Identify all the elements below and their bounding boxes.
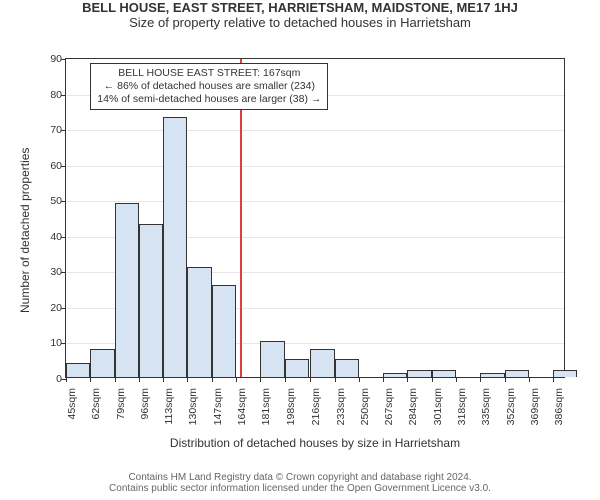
x-tick-label: 96sqm [139, 384, 151, 420]
histogram-bar [187, 267, 211, 377]
histogram-bar [163, 117, 187, 377]
y-axis-label: Number of detached properties [18, 148, 32, 313]
histogram-bar [480, 373, 504, 377]
annotation-line: ← 86% of detached houses are smaller (23… [97, 80, 321, 93]
x-tick-label: 386sqm [553, 384, 565, 425]
y-tick-label: 30 [50, 266, 66, 278]
y-tick-label: 0 [56, 373, 66, 385]
x-tick-label: 284sqm [407, 384, 419, 425]
y-tick-label: 50 [50, 195, 66, 207]
x-tick-label: 45sqm [66, 384, 78, 420]
x-tick-label: 250sqm [359, 384, 371, 425]
histogram-bar [285, 359, 309, 377]
histogram-bar [66, 363, 90, 377]
gridline [66, 130, 564, 131]
plot-area: 010203040506070809045sqm62sqm79sqm96sqm1… [65, 58, 565, 378]
x-tick-label: 113sqm [163, 384, 175, 425]
histogram-bar [115, 203, 139, 377]
y-tick-label: 80 [50, 89, 66, 101]
histogram-bar [505, 370, 529, 377]
y-tick-label: 40 [50, 231, 66, 243]
histogram-bar [260, 341, 284, 377]
y-tick-label: 20 [50, 302, 66, 314]
x-tick-label: 318sqm [456, 384, 468, 425]
x-tick-label: 198sqm [285, 384, 297, 425]
annotation-line: BELL HOUSE EAST STREET: 167sqm [97, 67, 321, 80]
y-tick-label: 90 [50, 53, 66, 65]
x-tick-label: 181sqm [260, 384, 272, 425]
y-tick-label: 60 [50, 160, 66, 172]
x-tick-label: 335sqm [480, 384, 492, 425]
y-tick-label: 70 [50, 124, 66, 136]
histogram-bar [310, 349, 334, 377]
x-tick-label: 267sqm [383, 384, 395, 425]
x-tick-label: 62sqm [90, 384, 102, 420]
x-tick-label: 164sqm [236, 384, 248, 425]
footer-line-1: Contains HM Land Registry data © Crown c… [0, 472, 600, 483]
histogram-bar [335, 359, 359, 377]
x-tick-label: 352sqm [505, 384, 517, 425]
x-tick-label: 147sqm [212, 384, 224, 425]
x-tick-label: 130sqm [187, 384, 199, 425]
x-tick-label: 233sqm [335, 384, 347, 425]
x-tick-label: 369sqm [529, 384, 541, 425]
annotation-line: 14% of semi-detached houses are larger (… [97, 93, 321, 106]
histogram-bar [212, 285, 236, 377]
x-tick-label: 216sqm [310, 384, 322, 425]
gridline [66, 166, 564, 167]
chart-container: Number of detached properties 0102030405… [0, 0, 600, 500]
histogram-bar [90, 349, 114, 377]
footer-line-2: Contains public sector information licen… [0, 483, 600, 494]
x-axis-label: Distribution of detached houses by size … [65, 436, 565, 450]
histogram-bar [553, 370, 577, 377]
x-tick-label: 301sqm [432, 384, 444, 425]
y-tick-label: 10 [50, 337, 66, 349]
histogram-bar [139, 224, 163, 377]
histogram-bar [432, 370, 456, 377]
histogram-bar [407, 370, 431, 377]
annotation-box: BELL HOUSE EAST STREET: 167sqm← 86% of d… [90, 63, 328, 110]
x-tick-label: 79sqm [115, 384, 127, 420]
chart-footer: Contains HM Land Registry data © Crown c… [0, 472, 600, 494]
gridline [66, 201, 564, 202]
histogram-bar [383, 373, 407, 377]
